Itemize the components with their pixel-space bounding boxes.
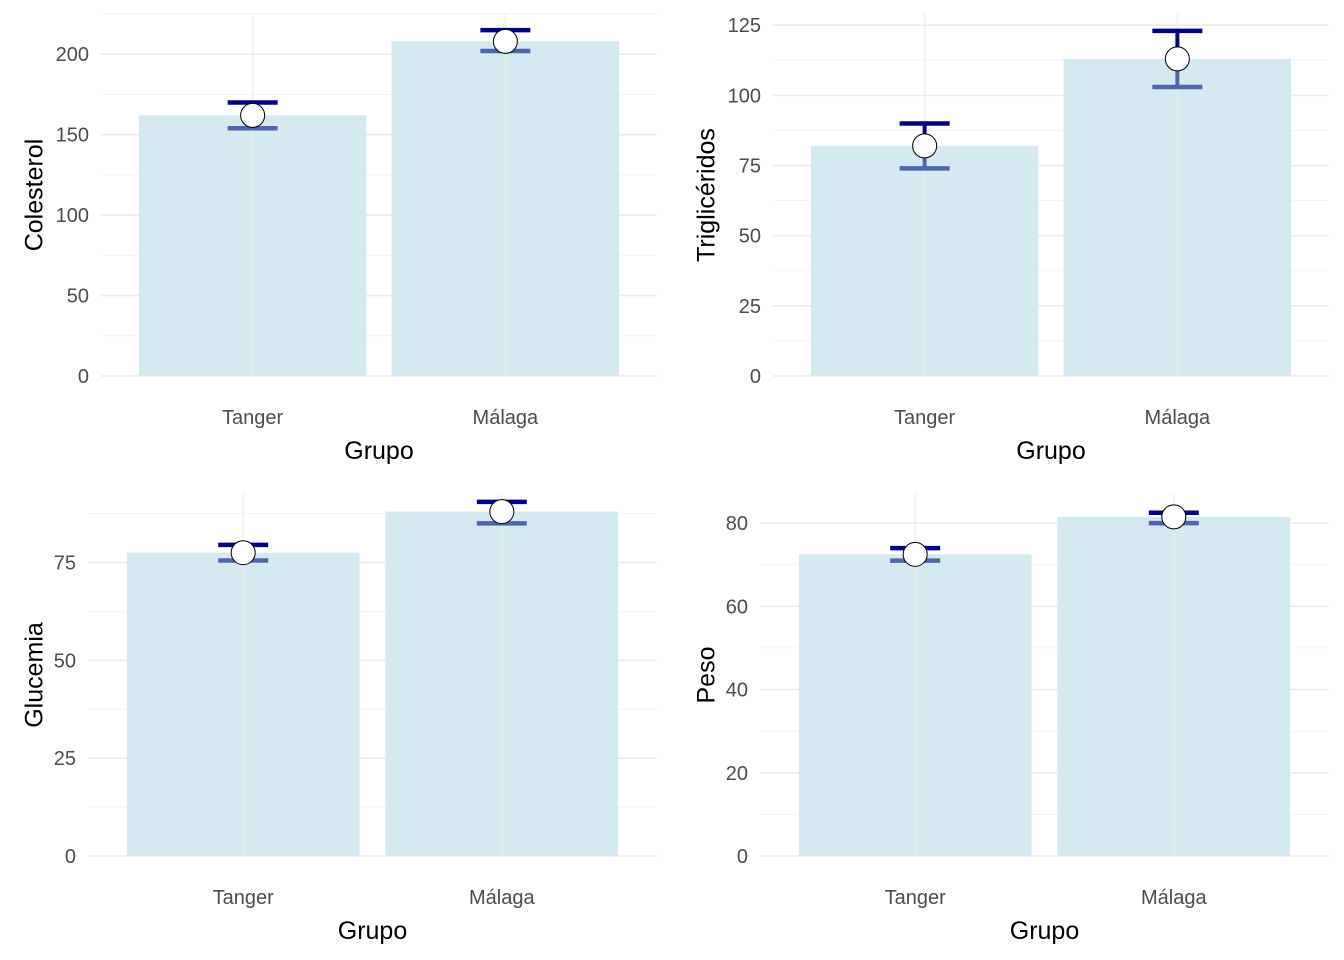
plot-layer: 0 20 40 60 80 Tanger Málaga [726, 494, 1329, 909]
y-axis-title: Peso [693, 647, 721, 704]
mean-point [912, 133, 938, 159]
y-tick-label: 40 [726, 680, 748, 702]
y-tick-label: 0 [78, 366, 89, 388]
panel-glucemia: 0 25 50 75 Tanger Málaga Grupo Glucemia [21, 494, 657, 945]
mean-point [492, 28, 518, 54]
y-tick-label: 50 [54, 650, 76, 672]
x-tick-label: Tanger [213, 887, 274, 909]
mean-point [230, 540, 256, 566]
y-axis-title: Glucemia [21, 622, 49, 728]
y-axis-title: Colesterol [21, 139, 49, 252]
plot-layer: 0 25 50 75 100 125 Tanger Málaga [728, 14, 1329, 429]
y-tick-label: 100 [728, 85, 761, 107]
y-tick-label: 50 [67, 286, 89, 308]
x-axis-title: Grupo [1010, 917, 1079, 945]
panel-colesterol: 0 50 100 150 200 Tanger Málaga Grupo Colestero… [21, 13, 657, 465]
y-tick-label: 20 [726, 763, 748, 785]
mean-point [1164, 46, 1190, 72]
x-tick-label: Málaga [1145, 407, 1211, 429]
panel-peso: 0 20 40 60 80 Tanger Málaga Grupo Peso [693, 494, 1329, 945]
x-tick-label: Tanger [894, 407, 955, 429]
y-tick-label: 125 [728, 15, 761, 37]
y-tick-label: 25 [739, 296, 761, 318]
y-tick-label: 200 [56, 44, 89, 66]
y-tick-label: 25 [54, 748, 76, 770]
mean-point [1161, 504, 1187, 530]
x-axis-title: Grupo [1016, 437, 1085, 465]
mean-point [240, 102, 266, 128]
y-tick-label: 0 [737, 846, 748, 868]
panel-trigliceridos: 0 25 50 75 100 125 Tanger Málaga Grupo Triglicé… [693, 14, 1329, 465]
y-tick-label: 100 [56, 205, 89, 227]
y-tick-label: 80 [726, 513, 748, 535]
y-tick-label: 60 [726, 596, 748, 618]
y-tick-label: 0 [65, 846, 76, 868]
y-axis-title: Triglicéridos [693, 128, 721, 262]
y-tick-label: 150 [56, 125, 89, 147]
plot-layer: 0 25 50 75 Tanger Málaga [54, 494, 657, 909]
y-tick-label: 50 [739, 226, 761, 248]
x-tick-label: Málaga [473, 407, 539, 429]
x-tick-label: Málaga [469, 887, 535, 909]
x-tick-label: Málaga [1141, 887, 1207, 909]
y-tick-label: 75 [54, 552, 76, 574]
x-axis-title: Grupo [338, 917, 407, 945]
y-tick-label: 0 [750, 366, 761, 388]
mean-point [902, 541, 928, 567]
x-tick-label: Tanger [885, 887, 946, 909]
x-tick-label: Tanger [222, 407, 283, 429]
mean-point [489, 499, 515, 525]
y-tick-label: 75 [739, 156, 761, 178]
plot-layer: 0 50 100 150 200 Tanger Málaga [56, 13, 657, 429]
x-axis-title: Grupo [344, 437, 413, 465]
